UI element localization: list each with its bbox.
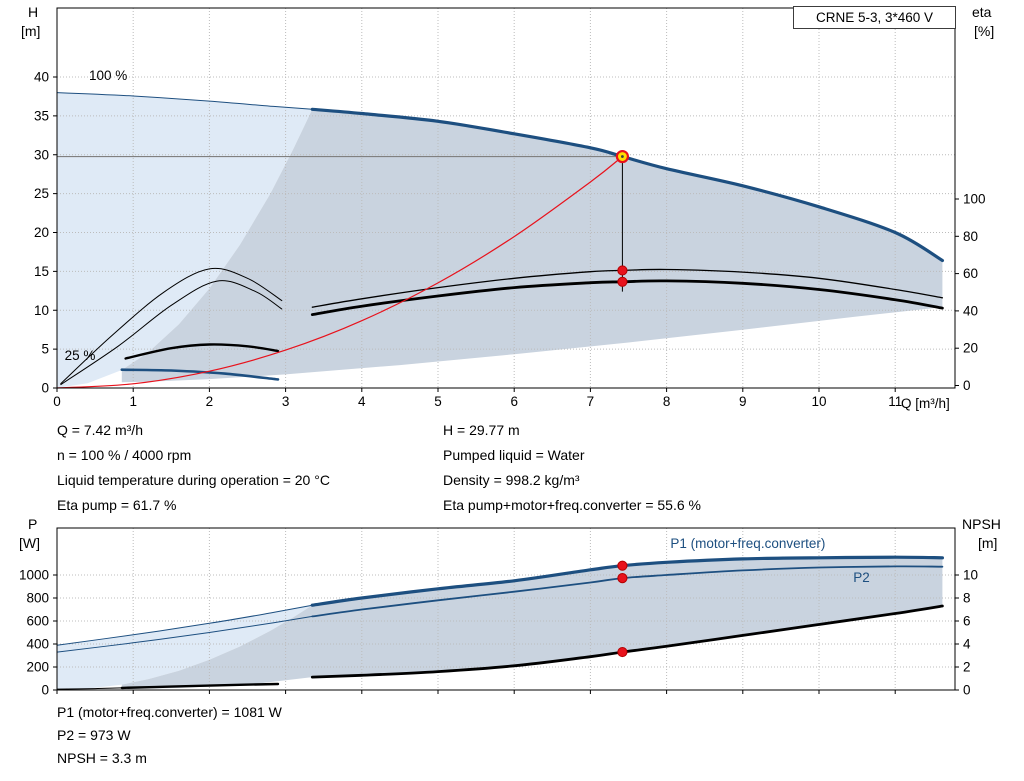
tick-label: 35 xyxy=(34,108,49,123)
operating-point-info-left: Q = 7.42 m³/h n = 100 % / 4000 rpm Liqui… xyxy=(57,418,330,518)
head-eta-chart[interactable]: 0 1 2 3 4 5 6 7 8 9 10 11 0 5 10 15 20 25 30 35 40 0 20 40 60 80 1… xyxy=(0,0,1024,416)
tick-label: 4 xyxy=(963,637,971,652)
tick-label: 10 xyxy=(811,394,826,409)
tick-label: 0 xyxy=(963,683,971,698)
tick-label: 80 xyxy=(963,229,978,244)
tick-label: 400 xyxy=(26,637,49,652)
result-p1: P1 (motor+freq.converter) = 1081 W xyxy=(57,704,282,720)
info-speed: n = 100 % / 4000 rpm xyxy=(57,447,192,463)
tick-label: 800 xyxy=(26,591,49,606)
tick-label: 6 xyxy=(510,394,518,409)
tick-label: 0 xyxy=(41,381,49,396)
tick-label: 15 xyxy=(34,264,49,279)
tick-label: 10 xyxy=(963,568,978,583)
tick-label: 40 xyxy=(34,70,49,85)
tick-label: 2 xyxy=(206,394,214,409)
eta-axis-unit: [%] xyxy=(974,23,995,39)
tick-label: 40 xyxy=(963,303,978,318)
tick-label: 100 xyxy=(963,192,986,207)
tick-label: 60 xyxy=(963,266,978,281)
tick-label: 0 xyxy=(41,683,49,698)
npsh-axis-label: NPSH xyxy=(962,516,1001,532)
info-liquid: Pumped liquid = Water xyxy=(443,447,585,463)
head-axis-label: H xyxy=(28,4,39,20)
p2-extension xyxy=(56,615,313,653)
p1-point xyxy=(617,560,628,571)
eta-total-point xyxy=(617,276,628,287)
tick-label: 7 xyxy=(587,394,595,409)
result-info: P1 (motor+freq.converter) = 1081 W P2 = … xyxy=(57,701,282,770)
info-head: H = 29.77 m xyxy=(443,422,520,438)
eta-25pct-arc-b xyxy=(60,280,283,386)
system-curve xyxy=(56,155,623,389)
pump-model-label: CRNE 5-3, 3*460 V xyxy=(815,10,934,25)
tick-label: 1 xyxy=(129,394,137,409)
tick-label: 5 xyxy=(41,342,49,357)
tick-label: 11 xyxy=(888,394,902,409)
info-eta-pump: Eta pump = 61.7 % xyxy=(57,497,177,513)
head-25pct xyxy=(120,368,280,381)
envelope-operating-region xyxy=(121,109,943,383)
duty-point-center xyxy=(621,155,624,158)
label-25pct: 25 % xyxy=(65,348,96,363)
result-p2: P2 = 973 W xyxy=(57,727,131,743)
tick-label: 0 xyxy=(963,378,971,393)
tick-label: 0 xyxy=(53,394,61,409)
flow-axis-label: Q [m³/h] xyxy=(901,396,950,411)
head-axis-unit: [m] xyxy=(21,23,41,39)
tick-label: 8 xyxy=(963,591,971,606)
power-axis-unit: [W] xyxy=(19,535,40,551)
tick-label: 5 xyxy=(434,394,442,409)
head-100pct-extension xyxy=(56,92,313,110)
tick-label: 200 xyxy=(26,660,49,675)
npsh-axis-unit: [m] xyxy=(978,535,998,551)
tick-label: 20 xyxy=(34,225,49,240)
power-envelope-operating xyxy=(121,557,943,690)
plot-frame xyxy=(56,527,956,691)
p-25pct-extension xyxy=(56,687,123,690)
result-npsh: NPSH = 3.3 m xyxy=(57,750,147,766)
envelope-low-speed-region xyxy=(57,92,313,388)
label-100pct: 100 % xyxy=(89,68,127,83)
p-25pct xyxy=(120,682,280,690)
tick-label: 9 xyxy=(739,394,747,409)
label-p1: P1 (motor+freq.converter) xyxy=(670,536,825,551)
label-p2: P2 xyxy=(853,570,870,585)
info-flow: Q = 7.42 m³/h xyxy=(57,422,143,438)
power-npsh-chart[interactable]: 0 200 400 600 800 1000 0 2 4 6 8 10 P1 (motor+freq.c… xyxy=(0,520,1024,720)
tick-label: 4 xyxy=(358,394,366,409)
tick-label: 20 xyxy=(963,341,978,356)
p1-extension xyxy=(56,604,313,646)
power-axis-label: P xyxy=(28,516,38,532)
tick-label: 6 xyxy=(963,614,971,629)
tick-label: 3 xyxy=(282,394,290,409)
npsh-point xyxy=(617,646,628,658)
p2-point xyxy=(617,573,628,584)
tick-label: 25 xyxy=(34,186,49,201)
eta-25pct-arc-a xyxy=(60,267,283,385)
info-eta-total: Eta pump+motor+freq.converter = 55.6 % xyxy=(443,497,701,513)
tick-label: 30 xyxy=(34,147,49,162)
tick-label: 8 xyxy=(663,394,671,409)
eta-axis-label: eta xyxy=(972,4,992,20)
operating-point-info-right: H = 29.77 m Pumped liquid = Water Densit… xyxy=(443,418,701,518)
info-density: Density = 998.2 kg/m³ xyxy=(443,472,580,488)
tick-label: 600 xyxy=(26,614,49,629)
info-temperature: Liquid temperature during operation = 20… xyxy=(57,472,330,488)
tick-label: 1000 xyxy=(19,568,49,583)
eta-pump-point xyxy=(617,265,628,276)
tick-label: 2 xyxy=(963,660,971,675)
plot-frame xyxy=(56,7,956,389)
eta-25pct-pump-motor xyxy=(124,343,280,360)
tick-label: 10 xyxy=(34,303,49,318)
pump-model-box: CRNE 5-3, 3*460 V xyxy=(793,6,956,29)
